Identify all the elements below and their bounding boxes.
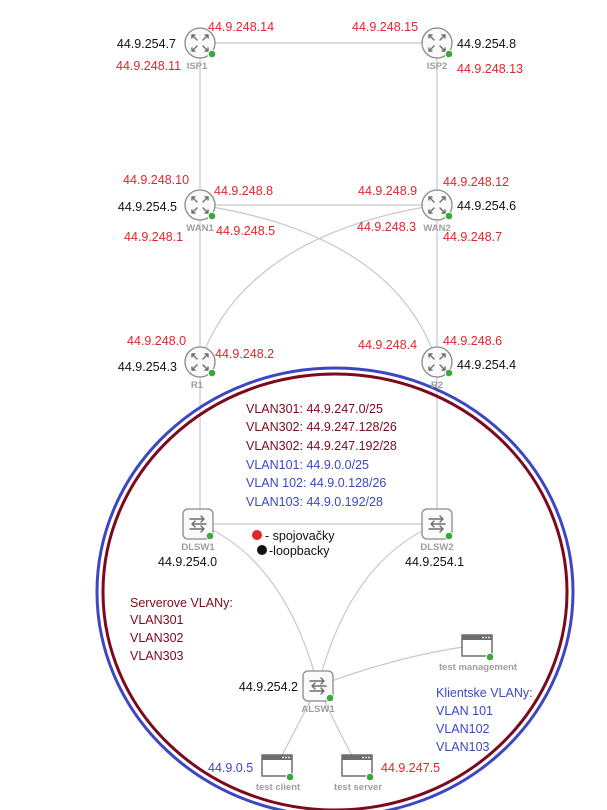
r1-addr-a: 44.9.248.0 xyxy=(127,334,186,348)
server-subnet-list: VLAN301: 44.9.247.0/25 VLAN302: 44.9.247… xyxy=(246,402,397,453)
legend-black-dot xyxy=(257,545,267,555)
isp2-addr-a: 44.9.248.15 xyxy=(352,20,418,34)
wan2-addr-b: 44.9.248.12 xyxy=(443,175,509,189)
wan1-addr-a: 44.9.248.10 xyxy=(123,173,189,187)
legend-red-label: - spojovačky xyxy=(265,529,335,543)
legend: - spojovačky -loopbacky xyxy=(252,529,335,558)
server-subnet-item: VLAN302: 44.9.247.192/28 xyxy=(246,439,397,453)
server-vlan-item: VLAN303 xyxy=(130,649,184,663)
server-subnet-item: VLAN302: 44.9.247.128/26 xyxy=(246,420,397,434)
client-subnet-item: VLAN103: 44.9.0.192/28 xyxy=(246,495,383,509)
r2-addr-a: 44.9.248.4 xyxy=(358,338,417,352)
test-server-address: 44.9.247.5 xyxy=(381,761,440,775)
isp1-addr-b: 44.9.248.11 xyxy=(116,59,181,73)
server-subnet-item: VLAN301: 44.9.247.0/25 xyxy=(246,402,383,416)
client-vlan-item: VLAN103 xyxy=(436,740,490,754)
isp2-router[interactable]: ISP2 xyxy=(421,27,454,72)
isp1-loopback: 44.9.254.7 xyxy=(117,37,176,51)
test-client-address: 44.9.0.5 xyxy=(208,761,253,775)
wan2-addr-d: 44.9.248.7 xyxy=(443,230,502,244)
wan1-router[interactable]: WAN1 xyxy=(184,189,217,234)
server-icon xyxy=(461,634,495,662)
device-label-wan2: WAN2 xyxy=(423,223,450,234)
alsw1-switch[interactable]: ALSW1 xyxy=(301,670,335,715)
wan2-loopback: 44.9.254.6 xyxy=(457,199,516,213)
legend-black-label: -loopbacky xyxy=(269,544,330,558)
link-dlsw1-alsw1 xyxy=(199,523,319,687)
server-icon xyxy=(261,754,295,782)
r1-loopback: 44.9.254.3 xyxy=(118,360,177,374)
wan2-router[interactable]: WAN2 xyxy=(421,189,454,234)
server-domain-circle xyxy=(101,372,569,810)
device-label-isp2: ISP2 xyxy=(427,61,448,72)
test-server-server[interactable]: test server xyxy=(334,754,382,793)
wan1-addr-c: 44.9.248.1 xyxy=(124,230,183,244)
device-label-isp1: ISP1 xyxy=(187,61,208,72)
device-label-test-management: test management xyxy=(439,662,518,673)
link-wan1-r2 xyxy=(199,204,438,363)
wan1-addr-b: 44.9.248.8 xyxy=(214,184,273,198)
client-vlan-item: VLAN102 xyxy=(436,722,490,736)
isp1-router[interactable]: ISP1 xyxy=(184,27,217,72)
device-label-alsw1: ALSW1 xyxy=(301,704,335,715)
address-labels: 44.9.248.14 44.9.254.7 44.9.248.11 44.9.… xyxy=(116,20,523,775)
r2-addr-b: 44.9.248.6 xyxy=(443,334,502,348)
server-vlans-block: Serverove VLANy: VLAN301 VLAN302 VLAN303 xyxy=(130,596,233,663)
router-icon xyxy=(421,27,454,59)
router-icon xyxy=(184,189,217,221)
device-label-r1: R1 xyxy=(191,380,204,391)
wan1-addr-d: 44.9.248.5 xyxy=(216,224,275,238)
device-label-wan1: WAN1 xyxy=(186,223,214,234)
link-dlsw2-alsw1 xyxy=(317,523,438,687)
wan1-loopback: 44.9.254.5 xyxy=(118,200,177,214)
client-subnet-item: VLAN101: 44.9.0.0/25 xyxy=(246,458,369,472)
device-label-r2: R2 xyxy=(431,380,443,391)
link-alsw1-test-management xyxy=(317,644,478,687)
server-vlan-item: VLAN301 xyxy=(130,613,184,627)
test-client-server[interactable]: test client xyxy=(256,754,301,793)
legend-red-dot xyxy=(252,530,262,540)
switch-icon xyxy=(421,508,454,541)
wan2-addr-c: 44.9.248.3 xyxy=(357,220,416,234)
client-vlans-block: Klientske VLANy: VLAN 101 VLAN102 VLAN10… xyxy=(436,686,533,754)
client-vlans-title: Klientske VLANy: xyxy=(436,686,533,700)
r2-loopback: 44.9.254.4 xyxy=(457,358,516,372)
link-wan2-r1 xyxy=(199,204,438,363)
switch-icon xyxy=(182,508,215,541)
isp2-loopback: 44.9.254.8 xyxy=(457,37,516,51)
client-domain-circle xyxy=(95,366,575,810)
device-label-test-client: test client xyxy=(256,782,301,793)
r1-addr-b: 44.9.248.2 xyxy=(215,347,274,361)
dlsw2-loopback: 44.9.254.1 xyxy=(405,555,464,569)
isp1-addr-a: 44.9.248.14 xyxy=(208,20,274,34)
dlsw1-switch[interactable]: DLSW1 xyxy=(181,508,215,553)
router-icon xyxy=(184,346,217,378)
server-vlan-item: VLAN302 xyxy=(130,631,184,645)
device-label-dlsw1: DLSW1 xyxy=(181,542,215,553)
client-vlan-item: VLAN 101 xyxy=(436,704,493,718)
device-label-dlsw2: DLSW2 xyxy=(420,542,453,553)
dlsw1-loopback: 44.9.254.0 xyxy=(158,555,217,569)
r2-router[interactable]: R2 xyxy=(421,346,454,391)
alsw1-loopback: 44.9.254.2 xyxy=(239,680,298,694)
links xyxy=(199,42,478,766)
client-subnet-item: VLAN 102: 44.9.0.128/26 xyxy=(246,476,386,490)
switch-icon xyxy=(302,670,335,703)
server-vlans-title: Serverove VLANy: xyxy=(130,596,233,610)
router-icon xyxy=(421,346,454,378)
dlsw2-switch[interactable]: DLSW2 xyxy=(420,508,454,553)
client-subnet-list: VLAN101: 44.9.0.0/25 VLAN 102: 44.9.0.12… xyxy=(246,458,386,509)
server-icon xyxy=(341,754,375,782)
isp2-addr-b: 44.9.248.13 xyxy=(457,62,523,76)
r1-router[interactable]: R1 xyxy=(184,346,217,391)
device-label-test-server: test server xyxy=(334,782,382,793)
test-management-server[interactable]: test management xyxy=(439,634,518,673)
wan2-addr-a: 44.9.248.9 xyxy=(358,184,417,198)
router-icon xyxy=(421,189,454,221)
